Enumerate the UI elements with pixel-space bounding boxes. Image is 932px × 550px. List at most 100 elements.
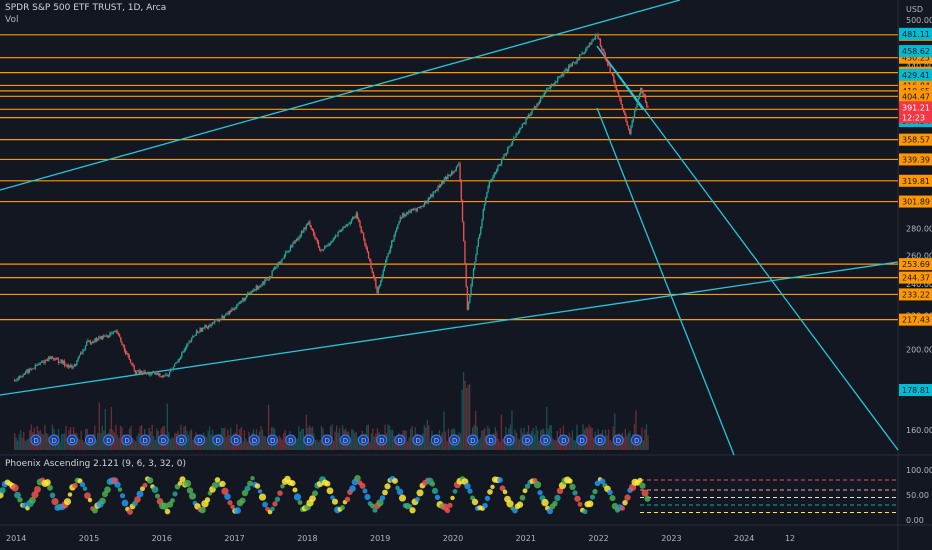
dividend-marker[interactable] xyxy=(485,434,497,446)
dividend-marker[interactable] xyxy=(66,434,78,446)
trend-line[interactable] xyxy=(596,45,899,451)
trend-line[interactable] xyxy=(596,107,735,456)
candle-body xyxy=(413,208,415,210)
dividend-marker[interactable] xyxy=(412,434,424,446)
volume-bar xyxy=(261,429,264,450)
dividend-marker[interactable] xyxy=(430,434,442,446)
candle-body xyxy=(165,374,167,376)
dividend-marker[interactable] xyxy=(285,434,297,446)
dividend-marker[interactable] xyxy=(521,434,533,446)
dividend-marker[interactable] xyxy=(321,434,333,446)
dividend-marker[interactable] xyxy=(48,434,60,446)
dividend-marker[interactable] xyxy=(248,434,260,446)
candle-body xyxy=(509,145,511,147)
volume-bar xyxy=(357,436,359,450)
volume-bar xyxy=(98,402,100,450)
dividend-marker[interactable] xyxy=(357,434,369,446)
dividend-marker[interactable] xyxy=(576,434,588,446)
dividend-marker[interactable] xyxy=(266,434,278,446)
dividend-marker[interactable] xyxy=(630,434,642,446)
candle-body xyxy=(291,246,293,247)
dividend-marker[interactable] xyxy=(467,434,479,446)
candle-body xyxy=(298,237,300,240)
candle-body xyxy=(308,221,310,224)
volume-bar xyxy=(420,441,422,450)
volume-bar xyxy=(154,439,156,450)
candle-body xyxy=(134,370,137,374)
dividend-marker[interactable] xyxy=(612,434,624,446)
dividend-label: D xyxy=(525,437,530,445)
dividend-marker[interactable] xyxy=(448,434,460,446)
dividend-marker[interactable] xyxy=(157,434,169,446)
candle-body xyxy=(189,341,192,343)
oscillator-dot xyxy=(326,487,334,495)
oscillator-dot xyxy=(44,479,51,486)
candle-body xyxy=(76,361,78,365)
candle-body xyxy=(77,357,79,362)
volume-bar xyxy=(462,371,465,450)
volume-bar xyxy=(367,424,370,450)
dividend-marker[interactable] xyxy=(503,434,515,446)
volume-bar xyxy=(17,440,19,450)
volume-bar xyxy=(186,430,188,450)
dividend-marker[interactable] xyxy=(230,434,242,446)
candle-body xyxy=(400,217,403,218)
dividend-label: D xyxy=(234,437,239,445)
candle-body xyxy=(402,213,404,218)
candle-body xyxy=(371,268,373,273)
price-tag xyxy=(899,258,932,271)
volume-bar xyxy=(470,441,472,450)
candle-body xyxy=(40,362,43,364)
oscillator-dot xyxy=(519,494,526,501)
candle-body xyxy=(392,240,394,241)
candle-body xyxy=(126,353,128,354)
dividend-marker[interactable] xyxy=(30,434,42,446)
candle-body xyxy=(520,127,522,129)
dividend-marker[interactable] xyxy=(175,434,187,446)
dividend-marker[interactable] xyxy=(103,434,115,446)
dividend-marker[interactable] xyxy=(339,434,351,446)
countdown-label: 12:23 xyxy=(902,113,925,122)
dividend-marker[interactable] xyxy=(558,434,570,446)
oscillator-dot xyxy=(289,480,296,487)
candle-body xyxy=(239,301,242,303)
oscillator-axis-label: 50.00 xyxy=(906,491,929,500)
candle-body xyxy=(64,361,66,366)
oscillator-dot xyxy=(467,488,473,494)
dividend-label: D xyxy=(452,437,457,445)
candle-body xyxy=(240,300,243,302)
candle-body xyxy=(475,255,477,262)
dividend-marker[interactable] xyxy=(139,434,151,446)
volume-bar xyxy=(26,439,28,450)
candle-body xyxy=(627,125,630,129)
dividend-marker[interactable] xyxy=(212,434,224,446)
candle-body xyxy=(419,207,421,209)
dividend-marker[interactable] xyxy=(594,434,606,446)
candle-body xyxy=(45,360,48,361)
volume-bar xyxy=(100,433,102,450)
trend-line[interactable] xyxy=(0,0,681,191)
volume-bar xyxy=(116,434,119,450)
dividend-marker[interactable] xyxy=(121,434,133,446)
candle-body xyxy=(148,372,150,375)
dividend-marker[interactable] xyxy=(303,434,315,446)
candle-body xyxy=(179,357,182,360)
candle-body xyxy=(463,221,465,241)
candle-body xyxy=(15,380,17,382)
candle-body xyxy=(474,261,476,269)
dividend-marker[interactable] xyxy=(539,434,551,446)
price-tag-label: 339.39 xyxy=(902,155,930,164)
candle-body xyxy=(200,328,203,332)
dividend-marker[interactable] xyxy=(194,434,206,446)
trend-line[interactable] xyxy=(0,261,899,396)
dividend-marker[interactable] xyxy=(376,434,388,446)
dividend-marker[interactable] xyxy=(84,434,96,446)
candle-body xyxy=(408,211,410,213)
candle-body xyxy=(223,315,226,319)
dividend-marker[interactable] xyxy=(394,434,406,446)
candle-body xyxy=(299,235,301,238)
volume-bar xyxy=(573,439,575,450)
volume-bar xyxy=(245,438,247,450)
candle-body xyxy=(620,99,622,105)
